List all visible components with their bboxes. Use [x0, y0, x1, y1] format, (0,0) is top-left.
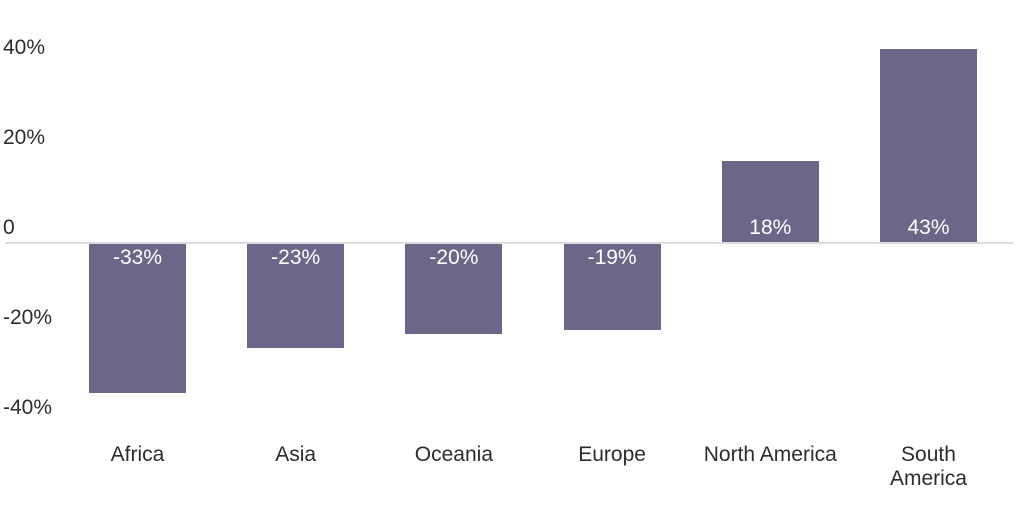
bar-oceania[interactable]: [405, 244, 503, 334]
bar-africa[interactable]: [89, 244, 186, 393]
x-axis-category-label: North America: [703, 443, 837, 466]
bar-south-america[interactable]: [880, 48, 977, 242]
y-axis-tick-label: -40%: [3, 396, 53, 419]
x-axis-category-label: Asia: [275, 443, 317, 466]
x-axis-category-label: South America: [889, 443, 967, 490]
y-axis-tick-label: -20%: [3, 306, 53, 329]
y-axis-tick-label: 0: [3, 216, 15, 239]
bar-value-label: -33%: [112, 246, 163, 269]
bar-value-label: -19%: [587, 246, 637, 269]
y-axis-tick-label: 20%: [3, 126, 46, 149]
bar-asia[interactable]: [247, 244, 345, 348]
y-axis-tick-label: 40%: [3, 36, 46, 59]
bar-north-america[interactable]: [721, 161, 819, 242]
bar-value-label: -23%: [271, 246, 321, 269]
bar-europe[interactable]: [563, 244, 661, 330]
x-axis-category-label: Europe: [578, 443, 646, 466]
bar-value-label: 43%: [907, 216, 950, 239]
x-axis-category-label: Oceania: [414, 443, 493, 466]
bar-value-label: -20%: [429, 246, 479, 269]
bar-value-label: 18%: [749, 216, 792, 239]
zero-axis-line: [5, 242, 1013, 244]
x-axis-category-label: Africa: [110, 443, 165, 466]
